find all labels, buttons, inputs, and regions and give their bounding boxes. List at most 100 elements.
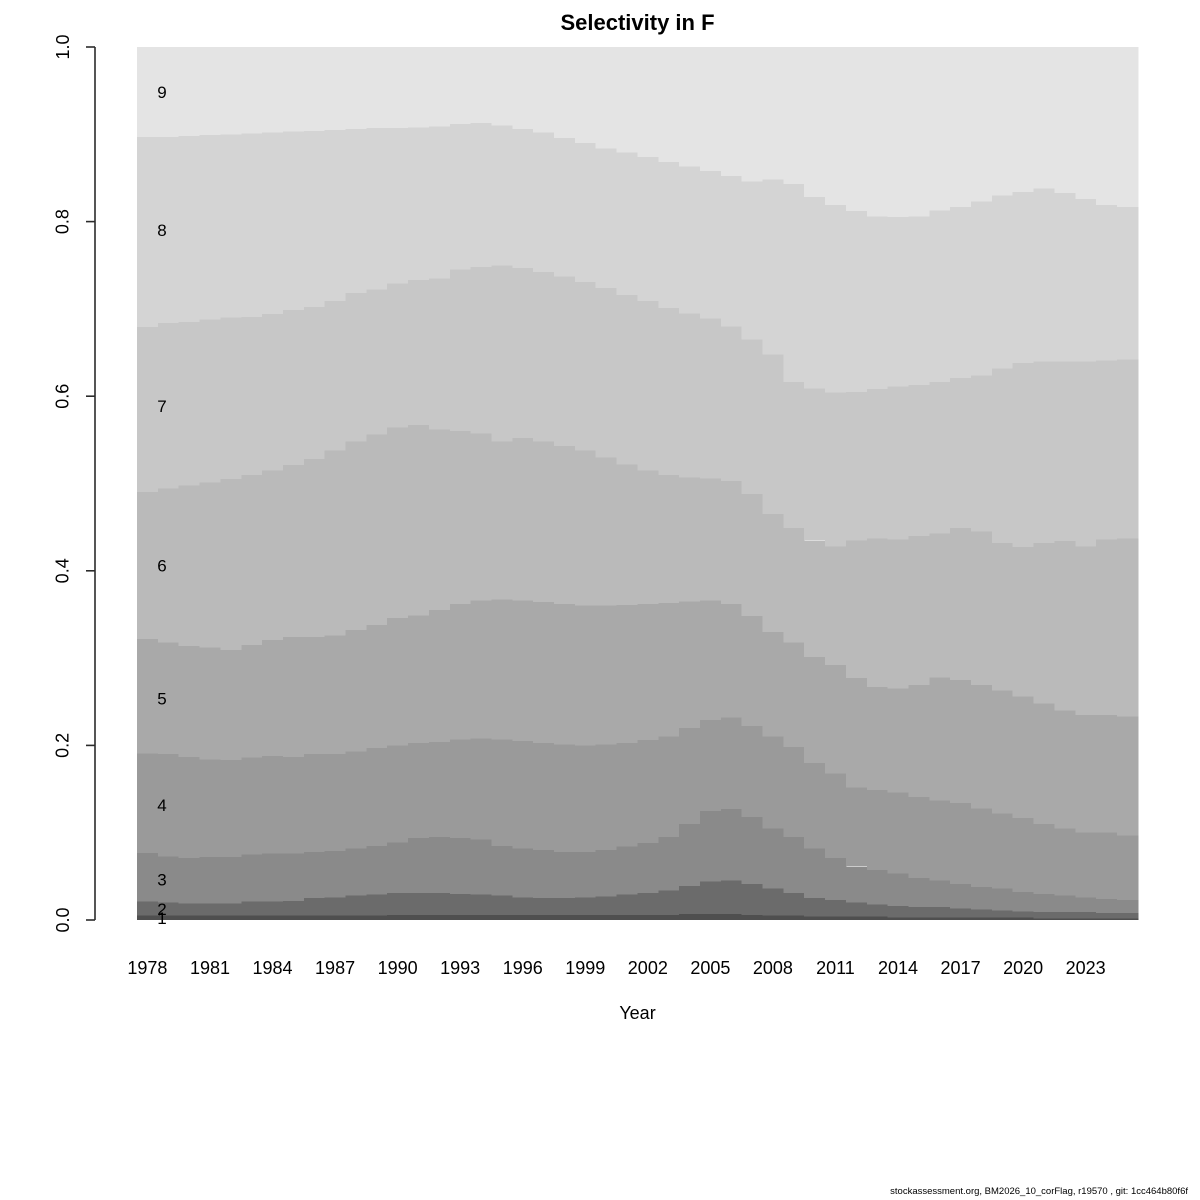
area-band-age-6-year-2015: [908, 535, 930, 686]
area-band-age-1-year-1984: [262, 915, 284, 920]
area-band-age-9-year-1993: [449, 47, 472, 124]
area-band-age-7-year-1978: [137, 327, 159, 493]
area-band-age-5-year-1982: [220, 650, 242, 761]
area-band-age-9-year-1981: [199, 47, 221, 136]
area-band-age-2-year-1993: [449, 893, 472, 915]
x-tick-label-2002: 2002: [628, 958, 668, 978]
area-band-age-6-year-2019: [991, 542, 1014, 691]
area-band-age-7-year-2004: [679, 313, 701, 478]
area-band-age-5-year-1986: [303, 637, 326, 755]
area-band-age-8-year-2016: [929, 210, 951, 383]
area-band-age-6-year-1982: [220, 479, 242, 651]
y-tick-label-0.6: 0.6: [53, 384, 73, 409]
area-band-age-7-year-1987: [324, 301, 346, 451]
area-band-age-6-year-1993: [449, 431, 472, 604]
area-band-age-9-year-1984: [262, 47, 284, 133]
area-band-age-9-year-1998: [554, 47, 576, 138]
area-band-age-8-year-1994: [470, 122, 492, 267]
area-band-age-3-year-1999: [574, 851, 597, 898]
area-band-age-4-year-1992: [428, 741, 451, 838]
x-tick-label-1978: 1978: [127, 958, 167, 978]
area-band-age-3-year-1979: [157, 856, 180, 903]
area-band-age-5-year-2016: [929, 677, 951, 801]
area-band-age-6-year-1979: [157, 488, 180, 643]
area-band-age-8-year-1993: [449, 123, 472, 270]
area-band-age-9-year-2004: [679, 47, 701, 167]
area-band-age-4-year-1986: [303, 754, 326, 852]
area-band-age-7-year-2007: [741, 339, 763, 494]
area-band-age-5-year-1990: [387, 617, 409, 746]
area-band-age-7-year-1996: [512, 267, 534, 439]
area-band-age-4-year-2020: [1012, 817, 1035, 893]
area-band-age-8-year-2004: [679, 166, 701, 314]
area-band-age-6-year-1986: [303, 459, 326, 638]
area-band-age-8-year-1986: [303, 130, 326, 308]
area-band-age-8-year-2020: [1012, 191, 1035, 364]
area-band-age-3-year-1992: [428, 837, 451, 893]
area-band-age-4-year-2022: [1054, 828, 1076, 896]
area-band-age-8-year-2022: [1054, 192, 1076, 362]
area-band-age-7-year-2017: [950, 377, 972, 529]
area-band-age-3-year-1993: [449, 837, 472, 894]
area-band-age-2-year-1992: [428, 892, 451, 915]
area-band-age-8-year-1983: [241, 133, 263, 317]
area-band-age-6-year-2012: [845, 540, 868, 679]
area-band-age-2-year-1989: [366, 894, 388, 916]
area-band-age-8-year-1995: [491, 125, 513, 266]
area-band-age-5-year-1980: [178, 645, 201, 757]
age-band-label-6: 6: [157, 557, 166, 576]
area-band-age-1-year-2017: [950, 917, 972, 920]
area-band-age-1-year-1995: [491, 914, 513, 920]
area-band-age-2-year-2019: [991, 910, 1014, 918]
area-band-age-3-year-1994: [470, 839, 492, 895]
area-band-age-3-year-2023: [1075, 897, 1097, 913]
area-band-age-4-year-2006: [720, 717, 743, 810]
area-band-age-4-year-2017: [950, 803, 972, 885]
area-band-age-2-year-1978: [137, 901, 159, 916]
area-band-age-5-year-2006: [720, 603, 743, 718]
area-band-age-2-year-2013: [866, 904, 889, 917]
area-band-age-9-year-1995: [491, 47, 513, 126]
area-band-age-2-year-2004: [679, 885, 701, 914]
area-band-age-9-year-2022: [1054, 47, 1076, 193]
area-band-age-7-year-2019: [991, 368, 1014, 543]
area-band-age-1-year-2015: [908, 917, 930, 920]
area-band-age-1-year-1988: [345, 915, 367, 920]
area-band-age-3-year-2002: [637, 843, 659, 893]
area-band-age-5-year-2011: [825, 665, 847, 774]
area-band-age-3-year-1988: [345, 848, 367, 896]
area-band-age-5-year-2008: [762, 631, 784, 737]
area-band-age-8-year-1999: [574, 143, 597, 282]
area-band-age-9-year-1978: [137, 47, 159, 137]
area-band-age-9-year-2024: [1096, 47, 1118, 206]
area-band-age-2-year-1998: [554, 898, 576, 915]
area-band-age-6-year-2007: [741, 493, 763, 617]
area-band-age-9-year-1989: [366, 47, 388, 129]
area-band-age-7-year-2014: [887, 386, 909, 540]
area-band-age-9-year-2014: [887, 47, 909, 218]
area-band-age-1-year-1985: [282, 915, 305, 920]
area-band-age-9-year-2000: [595, 47, 618, 149]
area-band-age-7-year-2003: [658, 308, 680, 475]
area-band-age-3-year-2025: [1116, 899, 1139, 914]
area-band-age-8-year-1992: [428, 126, 451, 279]
area-band-age-9-year-1994: [470, 47, 492, 123]
area-band-age-8-year-1990: [387, 128, 409, 284]
area-band-age-6-year-1995: [491, 441, 513, 600]
area-band-age-5-year-1979: [157, 642, 180, 755]
area-band-age-7-year-1997: [533, 272, 555, 442]
area-band-age-2-year-2010: [804, 898, 826, 917]
area-band-age-7-year-1999: [574, 281, 597, 451]
area-band-age-5-year-1988: [345, 630, 367, 752]
age-labels-layer: 12 3 4 5 6 7 8 9: [157, 83, 166, 928]
area-band-age-2-year-2008: [762, 888, 784, 916]
area-band-age-3-year-2018: [971, 886, 993, 910]
area-band-age-2-year-2025: [1116, 913, 1139, 919]
area-band-age-2-year-1981: [199, 903, 221, 916]
area-band-age-7-year-1982: [220, 317, 242, 480]
area-band-age-4-year-2014: [887, 792, 909, 874]
area-band-age-5-year-2014: [887, 688, 909, 793]
area-band-age-9-year-2010: [804, 47, 826, 198]
x-tick-label-1984: 1984: [253, 958, 293, 978]
area-band-age-8-year-1996: [512, 129, 534, 268]
